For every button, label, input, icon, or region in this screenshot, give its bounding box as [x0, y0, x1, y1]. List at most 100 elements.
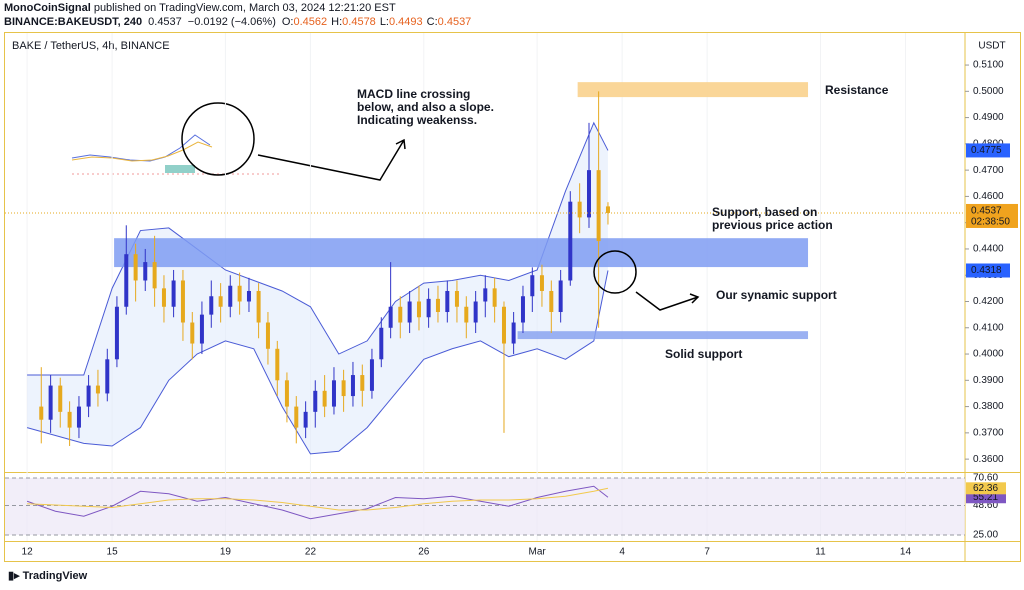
annotation: Resistance: [825, 83, 889, 97]
candle-body: [218, 296, 223, 307]
candle-body: [246, 290, 251, 302]
candle-body: [407, 301, 412, 323]
candle-body: [48, 385, 53, 420]
symbol: BINANCE:BAKEUSDT, 240: [4, 16, 142, 28]
l-key: L:: [380, 16, 389, 28]
chart-title: BAKE / TetherUS, 4h, BINANCE: [12, 40, 170, 52]
candle-body: [341, 380, 346, 397]
candle-body: [237, 285, 242, 302]
rsi-tick-label: 48.60: [973, 500, 998, 511]
annotation: Solid support: [665, 347, 742, 361]
annotation: Our synamic support: [716, 288, 837, 302]
candle-body: [58, 385, 63, 412]
band-lower: [26, 270, 609, 455]
candle-body: [171, 280, 176, 307]
price-label: 0.4537: [971, 206, 1002, 217]
y-tick-label: 0.3600: [973, 454, 1004, 465]
circle-marker: [181, 102, 255, 176]
candle-body: [464, 306, 469, 323]
c-key: C:: [427, 16, 438, 28]
candle-body: [577, 201, 582, 218]
y-tick-label: 0.3700: [973, 427, 1004, 438]
x-tick-label: 26: [418, 547, 430, 558]
candle-body: [180, 280, 185, 323]
candle-body: [398, 306, 403, 323]
candle-body: [114, 306, 119, 360]
quote-line: BINANCE:BAKEUSDT, 240 0.4537 −0.0192 (−4.0…: [4, 16, 471, 28]
y-tick-label: 0.4100: [973, 322, 1004, 333]
countdown: 02:38:50: [971, 217, 1010, 228]
candle-body: [530, 275, 535, 297]
candle-body: [586, 170, 591, 218]
price-label-bg: [966, 203, 1018, 228]
y-axis-label: USDT: [978, 41, 1005, 52]
y-tick-label: 0.4700: [973, 165, 1004, 176]
candle-body: [511, 322, 516, 344]
candle-body: [388, 306, 393, 328]
candle-body: [605, 206, 610, 213]
candle-body: [539, 275, 544, 291]
candle-body: [143, 262, 148, 281]
rsi-value-label: 62.36: [973, 483, 998, 494]
candle-body: [426, 298, 431, 318]
zone: [577, 82, 809, 98]
x-tick-label: 11: [815, 547, 826, 558]
y-tick-label: 0.4900: [973, 112, 1004, 123]
l: 0.4493: [389, 16, 423, 28]
band-label-bg: [966, 263, 1010, 278]
o-key: O:: [282, 16, 294, 28]
rsi-line: [27, 487, 609, 511]
candle-body: [350, 375, 355, 397]
candle-body: [369, 359, 374, 391]
x-tick-label: Mar: [529, 547, 547, 558]
band-label: 0.4775: [971, 145, 1002, 156]
y-tick-label: 0.5100: [973, 60, 1004, 71]
y-tick-label: 0.4400: [973, 244, 1004, 255]
arrow: [257, 139, 405, 181]
x-tick-label: 19: [220, 547, 232, 558]
candle-body: [492, 288, 497, 307]
candle-body: [76, 406, 81, 428]
rsi-tick-label: 25.00: [973, 530, 998, 541]
rsi-value-label: 55.21: [973, 492, 998, 503]
arrow-head: [395, 138, 406, 150]
o: 0.4562: [294, 16, 328, 28]
h: 0.4578: [342, 16, 376, 28]
candle-body: [520, 296, 525, 323]
candle-body: [483, 288, 488, 302]
c: 0.4537: [438, 16, 472, 28]
logo-mark: ▮▸: [8, 570, 23, 582]
candle-body: [558, 280, 563, 313]
candle-body: [105, 359, 110, 394]
band-fill: [27, 122, 608, 454]
candle-body: [209, 296, 214, 315]
published: published on TradingView.com, March 03, …: [91, 2, 396, 14]
signal-line: [71, 141, 213, 162]
candle-body: [416, 301, 421, 318]
header-line: MonoCoinSignal published on TradingView.…: [4, 2, 396, 14]
annotation: MACD line crossing: [357, 87, 470, 101]
band-upper: [27, 121, 609, 376]
last: 0.4537: [148, 16, 182, 28]
candle-body: [445, 290, 450, 313]
arrow: [635, 291, 699, 311]
zone: [114, 238, 809, 268]
candle-body: [360, 375, 365, 391]
footer-logo: ▮▸ TradingView: [8, 570, 88, 582]
candle-body: [95, 385, 100, 394]
frame: [4, 32, 1021, 562]
y-tick-label: 0.4000: [973, 349, 1004, 360]
annotation: below, and also a slope.: [357, 100, 494, 114]
band-label: 0.4318: [971, 265, 1002, 276]
rsi-label-bg: [966, 482, 1006, 495]
candle-body: [313, 390, 318, 412]
rsi-band: [5, 478, 965, 535]
y-tick-label: 0.3800: [973, 401, 1004, 412]
band-label-bg: [966, 143, 1010, 158]
y-tick-label: 0.3900: [973, 375, 1004, 386]
candle-body: [454, 290, 459, 307]
h-key: H:: [331, 16, 342, 28]
candle-body: [294, 406, 299, 428]
candle-body: [228, 285, 233, 307]
